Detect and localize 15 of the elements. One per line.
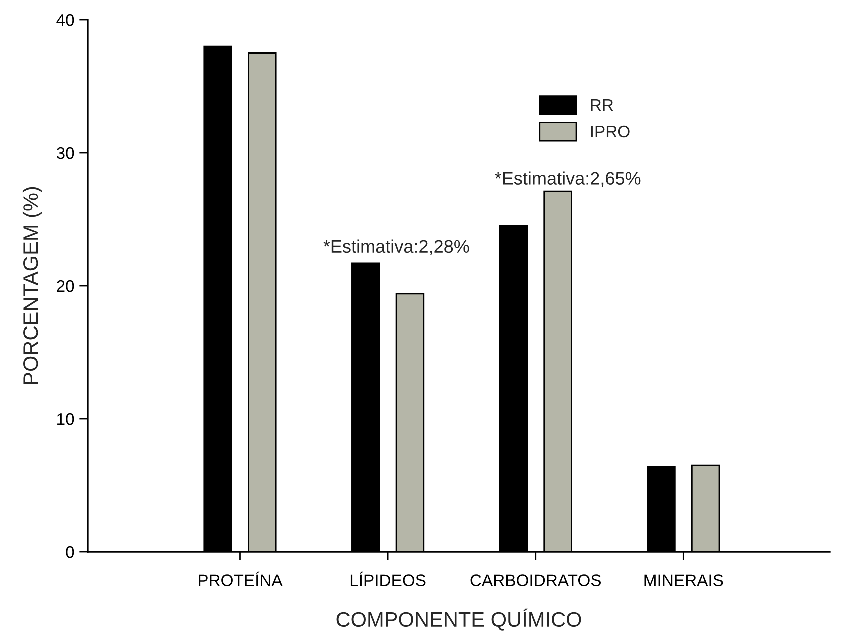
- legend-label: RR: [591, 100, 614, 112]
- y-tick-label: 10: [58, 413, 74, 426]
- x-tick-label: CARBOIDRATOS: [470, 574, 602, 586]
- annotation: *Estimativa:2,28%: [324, 240, 470, 256]
- x-tick-label: MINERAIS: [644, 574, 724, 586]
- y-tick-label: 40: [56, 14, 74, 26]
- legend-label: IPRO: [591, 126, 630, 138]
- x-tick-label: LÍPIDEOS: [350, 572, 426, 586]
- y-axis-title: PORCENTAGEM (%): [22, 187, 42, 384]
- y-tick-label: 20: [57, 280, 74, 292]
- x-axis-title: COMPONENTE QUÍMICO: [336, 608, 582, 631]
- y-tick-label: 0: [66, 546, 74, 558]
- x-tick-label: PROTEÍNA: [199, 572, 283, 586]
- y-tick-label: 30: [56, 147, 74, 160]
- annotation: *Estimativa:2,65%: [495, 172, 641, 188]
